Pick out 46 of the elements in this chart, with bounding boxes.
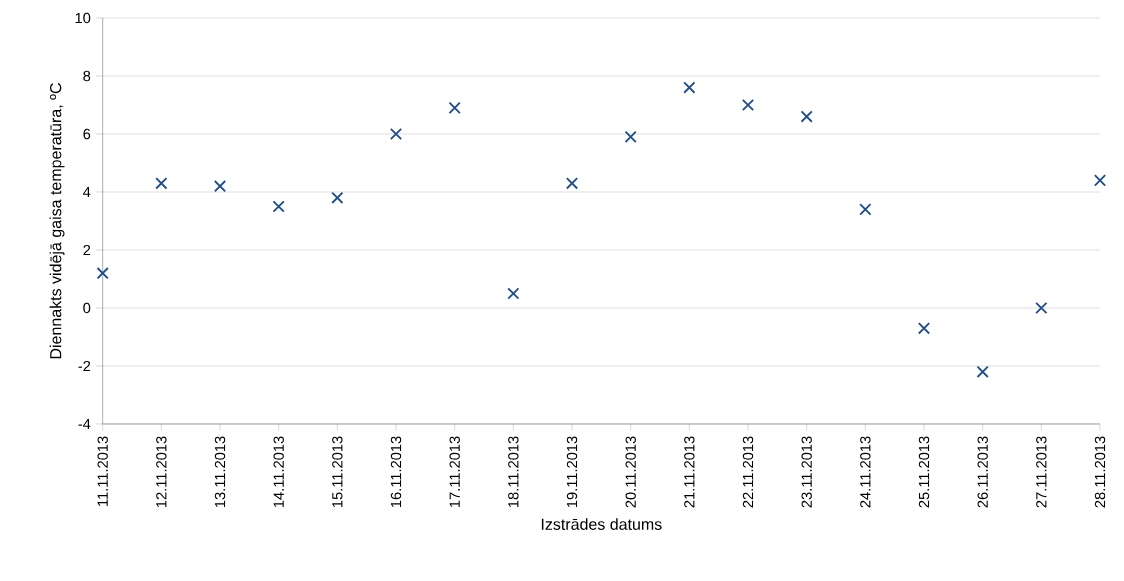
y-axis-title: Diennakts vidējā gaisa temperatūra, ºC — [49, 83, 65, 359]
x-tick-label: 21.11.2013 — [684, 436, 695, 508]
x-tick-label: 14.11.2013 — [273, 436, 284, 508]
x-tick-label: 23.11.2013 — [801, 436, 812, 508]
point — [1093, 174, 1107, 187]
x-axis-title: Izstrādes datums — [541, 518, 662, 530]
x-tick-label: 25.11.2013 — [918, 436, 930, 508]
x-tick-label: 15.11.2013 — [332, 436, 343, 508]
y-tick-label: 6 — [83, 128, 91, 140]
x-tick-label: 13.11.2013 — [214, 436, 226, 508]
point — [389, 127, 403, 141]
x-tick-label: 24.11.2013 — [860, 436, 871, 508]
y-tick-label: 8 — [83, 70, 91, 82]
x-tick-label: 16.11.2013 — [390, 436, 402, 508]
x-tick-label: 17.11.2013 — [449, 436, 460, 508]
x-tick-label: 27.11.2013 — [1036, 436, 1047, 508]
x-tick-label: 11.11.2013 — [97, 436, 108, 506]
point — [1035, 301, 1048, 315]
point — [800, 110, 813, 123]
point — [213, 180, 227, 193]
x-tick-label: 26.11.2013 — [977, 436, 988, 508]
point — [683, 81, 696, 94]
point — [565, 177, 579, 190]
point — [859, 203, 872, 216]
x-tick-label: 12.11.2013 — [156, 436, 167, 508]
x-tick-label: 20.11.2013 — [625, 436, 636, 508]
point — [331, 191, 344, 204]
point — [507, 287, 520, 300]
x-tick-label: 22.11.2013 — [742, 436, 754, 508]
point — [155, 177, 168, 190]
y-tick-label: -4 — [78, 418, 91, 430]
x-tick-label: 28.11.2013 — [1094, 436, 1106, 508]
point — [272, 200, 285, 213]
y-tick-label: 0 — [83, 302, 91, 314]
point — [448, 101, 461, 115]
x-tick-label: 19.11.2013 — [566, 436, 578, 508]
point — [917, 322, 931, 335]
point — [976, 365, 989, 378]
y-tick-label: 4 — [83, 186, 91, 198]
y-tick-label: -2 — [78, 360, 91, 372]
y-tick-label: 10 — [75, 12, 91, 24]
point — [741, 98, 755, 112]
point — [624, 130, 637, 144]
x-tick-label: 18.11.2013 — [508, 436, 519, 508]
y-tick-label: 2 — [83, 244, 91, 256]
point — [96, 267, 109, 280]
